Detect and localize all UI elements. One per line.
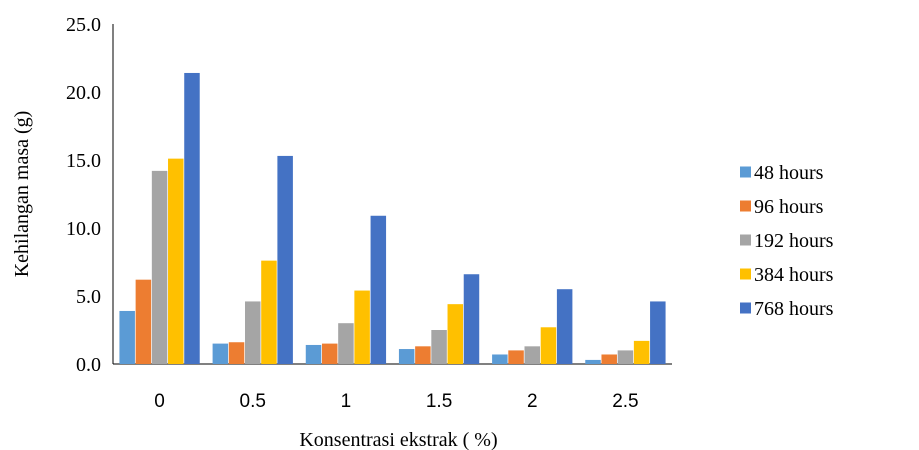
x-tick-label: 1 xyxy=(341,391,352,412)
legend-label: 192 hours xyxy=(754,230,834,252)
legend-swatch xyxy=(740,302,751,314)
y-tick-label: 20.0 xyxy=(66,82,101,104)
bar xyxy=(354,290,370,364)
x-tick-label: 1.5 xyxy=(426,391,452,412)
legend-swatch xyxy=(740,200,751,212)
legend-label: 96 hours xyxy=(754,196,824,218)
x-axis-ticks: 0 0.5 1 1.5 2 2.5 xyxy=(154,391,638,412)
bar xyxy=(540,327,557,364)
bar xyxy=(321,343,338,364)
bar xyxy=(617,350,634,364)
legend-label: 768 hours xyxy=(754,298,834,320)
legend-label: 384 hours xyxy=(754,264,834,286)
bar xyxy=(447,304,464,364)
y-tick-label: 10.0 xyxy=(66,218,101,240)
bar xyxy=(415,346,431,364)
bar xyxy=(228,342,245,364)
y-tick-label: 15.0 xyxy=(66,150,101,172)
y-tick-label: 0.0 xyxy=(76,354,101,376)
x-tick-label: 0.5 xyxy=(240,391,266,412)
x-tick-label: 2 xyxy=(527,391,538,412)
legend: 48 hours 96 hours 192 hours 384 hours 768 ho… xyxy=(740,162,834,320)
bar xyxy=(508,350,524,364)
bar xyxy=(398,349,415,364)
bar xyxy=(212,343,229,364)
bar xyxy=(585,359,601,364)
bar xyxy=(168,158,184,364)
bar xyxy=(370,215,387,364)
x-tick-label: 0 xyxy=(154,391,165,412)
y-axis-title: Kehilangan masa (g) xyxy=(11,111,33,278)
legend-swatch xyxy=(740,166,751,178)
bar xyxy=(338,323,354,364)
bar xyxy=(151,170,168,364)
bar xyxy=(556,289,573,364)
bar xyxy=(277,155,293,364)
bar xyxy=(245,301,261,364)
bar xyxy=(492,354,508,364)
bar xyxy=(431,330,447,364)
y-tick-label: 5.0 xyxy=(76,286,101,308)
y-tick-label: 25.0 xyxy=(66,14,101,36)
legend-swatch xyxy=(740,234,751,246)
bars-group xyxy=(119,72,666,365)
bar xyxy=(524,346,540,364)
bar xyxy=(119,310,135,364)
bar xyxy=(601,354,617,364)
bar xyxy=(305,344,322,364)
bar xyxy=(650,301,666,364)
x-tick-label: 2.5 xyxy=(612,391,638,412)
bar xyxy=(633,340,650,364)
bar xyxy=(463,274,480,364)
legend-label: 48 hours xyxy=(754,162,824,184)
bar xyxy=(135,279,152,364)
x-axis-title: Konsentrasi ekstrak ( %) xyxy=(299,429,497,450)
bar xyxy=(261,260,277,364)
bar xyxy=(184,72,200,365)
y-axis-ticks: 0.0 5.0 10.0 15.0 20.0 25.0 xyxy=(66,14,101,376)
legend-swatch xyxy=(740,268,751,280)
